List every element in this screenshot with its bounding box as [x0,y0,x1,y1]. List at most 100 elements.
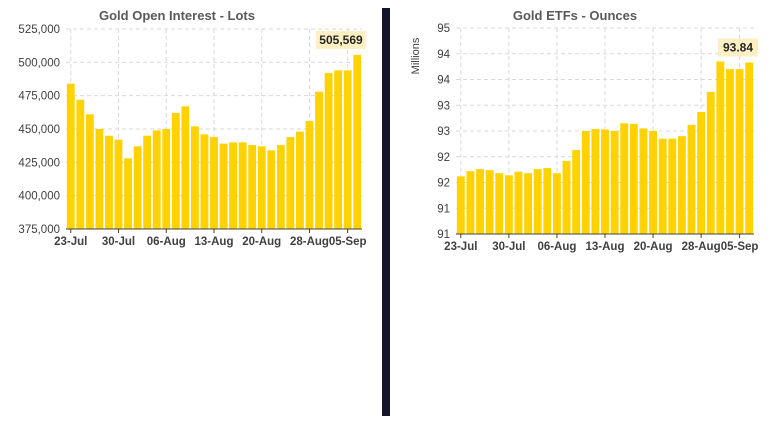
y-tick-label: 91 [437,203,450,215]
bar [315,91,323,230]
bar [95,129,104,229]
bar [495,173,504,234]
bar [485,170,494,234]
x-tick-label: 05-Sep [329,236,367,248]
bar [601,129,609,234]
y-tick-label: 94 [437,49,450,61]
x-tick-label: 30-Jul [102,236,135,248]
gold-etf-chart: Gold ETFs - Ounces Millions 91 91 92 92 93 93 94… [410,8,759,253]
x-tick-label: 06-Aug [537,241,576,253]
bar [85,114,94,229]
bar [238,142,247,229]
x-tick-label: 13-Aug [586,241,625,253]
bar [181,106,190,229]
bar [190,126,199,229]
y-tick-label: 425,000 [18,157,60,169]
bar [552,173,561,234]
bar [305,121,314,229]
open-interest-chart: Gold Open Interest - Lots 375,000 400,000 4… [18,8,367,248]
bar [697,111,706,234]
bar [620,123,629,234]
bar [476,169,484,234]
bar [248,145,257,229]
bar [162,129,171,229]
bar [735,69,744,234]
bar [257,146,266,229]
bar [591,128,600,234]
bar [562,160,571,234]
bar [200,134,209,229]
gold-etf-chart-panel: Gold ETFs - Ounces Millions 91 91 92 92 93 93 94… [390,0,774,421]
y-tick-label: 400,000 [18,191,60,203]
bar [105,135,113,229]
bar [581,131,590,234]
y-tick-label: 92 [437,152,450,164]
bar [639,128,648,234]
x-tick-label: 20-Aug [634,241,673,253]
y-tick-label: 500,000 [18,57,60,69]
x-tick-label: 05-Sep [721,241,759,253]
bar [668,138,677,234]
y-tick-label: 525,000 [18,24,60,36]
bar [514,171,523,234]
value-callout-label: 93.84 [723,41,753,55]
x-tick-label: 13-Aug [195,236,234,248]
bar [334,70,343,229]
bar [745,62,754,234]
x-tick-label: 06-Aug [147,236,186,248]
bar [229,142,238,229]
bar [504,175,513,234]
bar [114,139,123,229]
bar [572,150,581,234]
bar [124,158,132,229]
bar [658,138,667,234]
bar [687,124,696,234]
y-tick-label: 93 [437,126,450,138]
y-tick-label: 375,000 [18,224,60,236]
chart-title: Gold ETFs - Ounces [513,8,637,23]
chart-title: Gold Open Interest - Lots [99,8,255,23]
y-tick-label: 91 [437,229,450,241]
value-callout-box [316,30,366,49]
open-interest-chart-panel: Gold Open Interest - Lots 375,000 400,000 4… [0,0,382,421]
x-tick-label: 28-Aug [290,236,329,248]
bar [543,168,552,234]
value-callout-label: 505,569 [319,33,363,47]
bar [677,136,686,234]
x-tick-label: 23-Jul [444,241,477,253]
value-callout-box [718,38,758,57]
bar [276,145,285,229]
bar [296,131,304,229]
x-tick-label: 30-Jul [492,241,525,253]
bar [466,171,475,234]
y-tick-label: 475,000 [18,91,60,103]
bar [171,113,180,229]
bar [324,73,333,229]
bar [66,83,75,230]
y-axis-label: Millions [410,37,422,74]
bar [219,143,228,229]
y-tick-label: 94 [437,75,450,87]
y-tick-label: 93 [437,100,450,112]
bar [143,135,152,229]
y-tick-label: 450,000 [18,124,60,136]
x-tick-label: 28-Aug [682,241,721,253]
bar [343,70,352,229]
x-tick-label: 20-Aug [242,236,281,248]
bar [286,137,295,229]
bar [353,54,362,229]
x-tick-label: 23-Jul [54,236,87,248]
y-tick-label: 92 [437,178,450,190]
bar [533,169,542,234]
bar [726,69,734,234]
bar [649,131,658,234]
bar [133,146,142,229]
bar [610,131,619,234]
bar [524,173,533,234]
bar [716,61,725,234]
bar [706,91,715,234]
bar [267,150,276,229]
bar [152,130,161,229]
bar [629,123,638,234]
bar [76,99,85,230]
